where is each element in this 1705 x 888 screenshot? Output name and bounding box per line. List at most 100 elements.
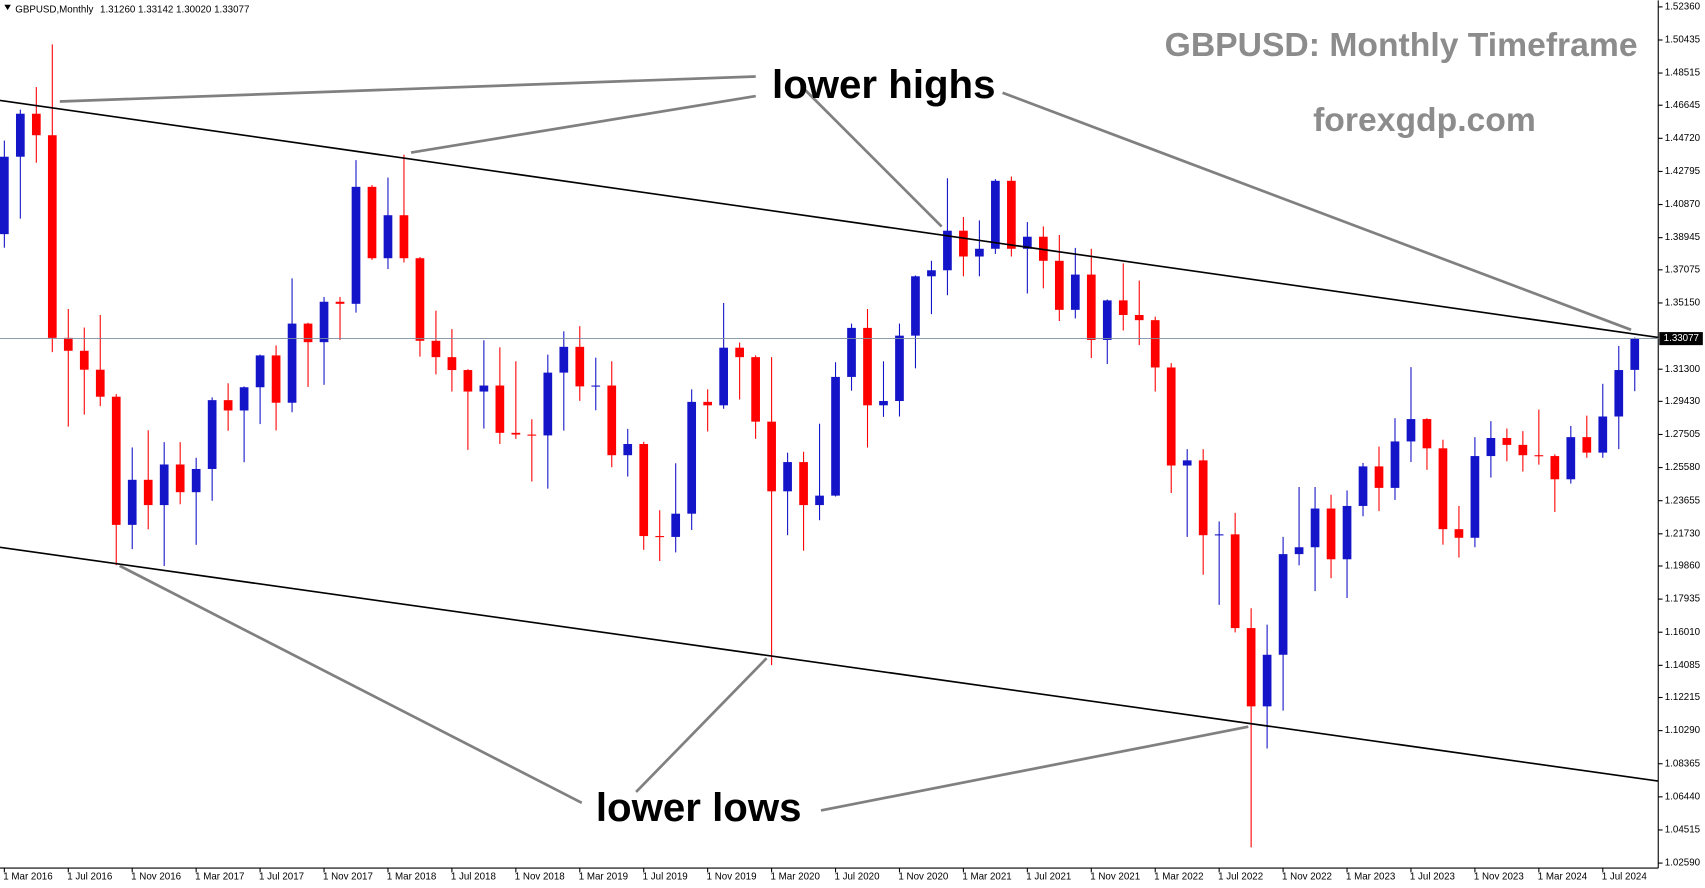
- candle-body: [927, 270, 936, 277]
- x-tick-label: 1 Jul 2023: [1410, 871, 1455, 882]
- symbol: GBPUSD,Monthly: [15, 5, 93, 16]
- current-price-label: 1.33077: [1664, 333, 1699, 344]
- candle-body: [543, 372, 553, 436]
- candle-body: [351, 186, 361, 304]
- candle-body: [1182, 460, 1192, 466]
- ohlc-text: 1.31260 1.33142 1.30020 1.33077: [100, 5, 249, 16]
- candle-body: [591, 385, 601, 387]
- x-tick-label: 1 Mar 2024: [1538, 871, 1588, 882]
- candle-body: [319, 301, 329, 343]
- y-tick-label: 1.48515: [1665, 68, 1701, 79]
- candle-body: [1614, 370, 1624, 417]
- candle-body: [335, 301, 345, 304]
- candle-body: [975, 248, 984, 257]
- upper-trendline: [0, 99, 1659, 339]
- candle-body: [607, 385, 617, 456]
- candle-body: [1582, 437, 1592, 453]
- candle-body: [1630, 338, 1640, 370]
- annotation: lower highs: [772, 62, 995, 107]
- x-tick-label: 1 Nov 2023: [1474, 871, 1524, 882]
- pointer: [820, 725, 1249, 812]
- y-tick-label: 1.29430: [1665, 396, 1701, 407]
- candle-body: [655, 536, 665, 538]
- candle-body: [1310, 508, 1320, 548]
- y-tick-label: 1.08365: [1665, 758, 1701, 769]
- candle-body: [47, 135, 57, 338]
- x-tick-label: 1 Nov 2016: [131, 871, 181, 882]
- x-tick-label: 1 Jul 2018: [451, 871, 496, 882]
- chart-subtitle: forexgdp.com: [1313, 101, 1536, 139]
- candle-body: [687, 401, 697, 514]
- x-tick-label: 1 Nov 2018: [515, 871, 565, 882]
- candle-body: [1326, 508, 1336, 560]
- x-tick-label: 1 Nov 2019: [707, 871, 757, 882]
- x-tick-label: 1 Mar 2018: [387, 871, 436, 882]
- candle-body: [1422, 419, 1432, 449]
- candle-body: [623, 444, 633, 456]
- candle-body: [847, 327, 856, 377]
- candle-body: [159, 464, 169, 506]
- candle-body: [1246, 628, 1256, 707]
- x-tick-label: 1 Mar 2016: [3, 871, 52, 882]
- y-tick-label: 1.19860: [1665, 561, 1701, 572]
- x-tick-label: 1 Mar 2022: [1154, 871, 1203, 882]
- candle-body: [399, 215, 409, 259]
- candle-body: [447, 357, 457, 371]
- annotation: lower lows: [596, 785, 802, 830]
- candle-body: [895, 335, 904, 402]
- y-tick-label: 1.14085: [1665, 660, 1701, 671]
- candle-body: [911, 276, 920, 336]
- candle-body: [95, 369, 105, 397]
- candle-body: [1454, 529, 1464, 538]
- candle-body: [815, 495, 824, 506]
- y-tick-label: 1.31300: [1665, 364, 1701, 375]
- current-price-box: [1659, 332, 1703, 346]
- candle-body: [207, 400, 217, 469]
- candle-body: [527, 434, 537, 436]
- candle-body: [1007, 180, 1016, 249]
- pointer: [410, 94, 756, 154]
- candle-body: [703, 401, 713, 406]
- x-tick-label: 1 Jul 2019: [643, 871, 688, 882]
- candle-body: [671, 513, 681, 537]
- x-tick-label: 1 Nov 2022: [1282, 871, 1332, 882]
- candle-body: [943, 230, 952, 271]
- candle-body: [1566, 437, 1576, 480]
- y-tick-label: 1.37075: [1665, 264, 1701, 275]
- candle-body: [1198, 460, 1208, 536]
- x-tick-label: 1 Jul 2017: [259, 871, 304, 882]
- candle-body: [1406, 419, 1416, 442]
- candle-body: [1118, 300, 1128, 315]
- candle-body: [1070, 274, 1080, 310]
- candle-body: [767, 421, 776, 492]
- candle-body: [783, 462, 792, 492]
- pointer: [118, 564, 583, 805]
- y-tick-label: 1.17935: [1665, 594, 1701, 605]
- candle-body: [15, 113, 25, 157]
- x-tick-label: 1 Jul 2021: [1026, 871, 1071, 882]
- plot-area: [0, 44, 1640, 848]
- chart-title: GBPUSD: Monthly Timeframe: [1165, 26, 1638, 64]
- x-tick-label: 1 Nov 2020: [898, 871, 949, 882]
- header-icon: [4, 4, 11, 11]
- y-tick-label: 1.06440: [1665, 791, 1701, 802]
- candle-body: [31, 113, 41, 136]
- y-tick-label: 1.16010: [1665, 627, 1701, 638]
- y-tick-label: 1.38945: [1665, 232, 1701, 243]
- candle-body: [719, 347, 728, 406]
- y-tick-label: 1.44720: [1665, 133, 1701, 144]
- y-tick-label: 1.50435: [1665, 35, 1701, 46]
- candle-body: [415, 258, 425, 341]
- candle-body: [175, 464, 185, 493]
- y-tick-label: 1.04515: [1665, 825, 1701, 836]
- candle-body: [223, 400, 233, 411]
- candle-body: [1262, 654, 1272, 707]
- candle-body: [463, 370, 473, 392]
- y-tick-label: 1.10290: [1665, 725, 1701, 736]
- candle-body: [959, 230, 968, 257]
- candle-body: [431, 340, 441, 358]
- candle-body: [1486, 437, 1496, 457]
- candle-body: [495, 385, 505, 433]
